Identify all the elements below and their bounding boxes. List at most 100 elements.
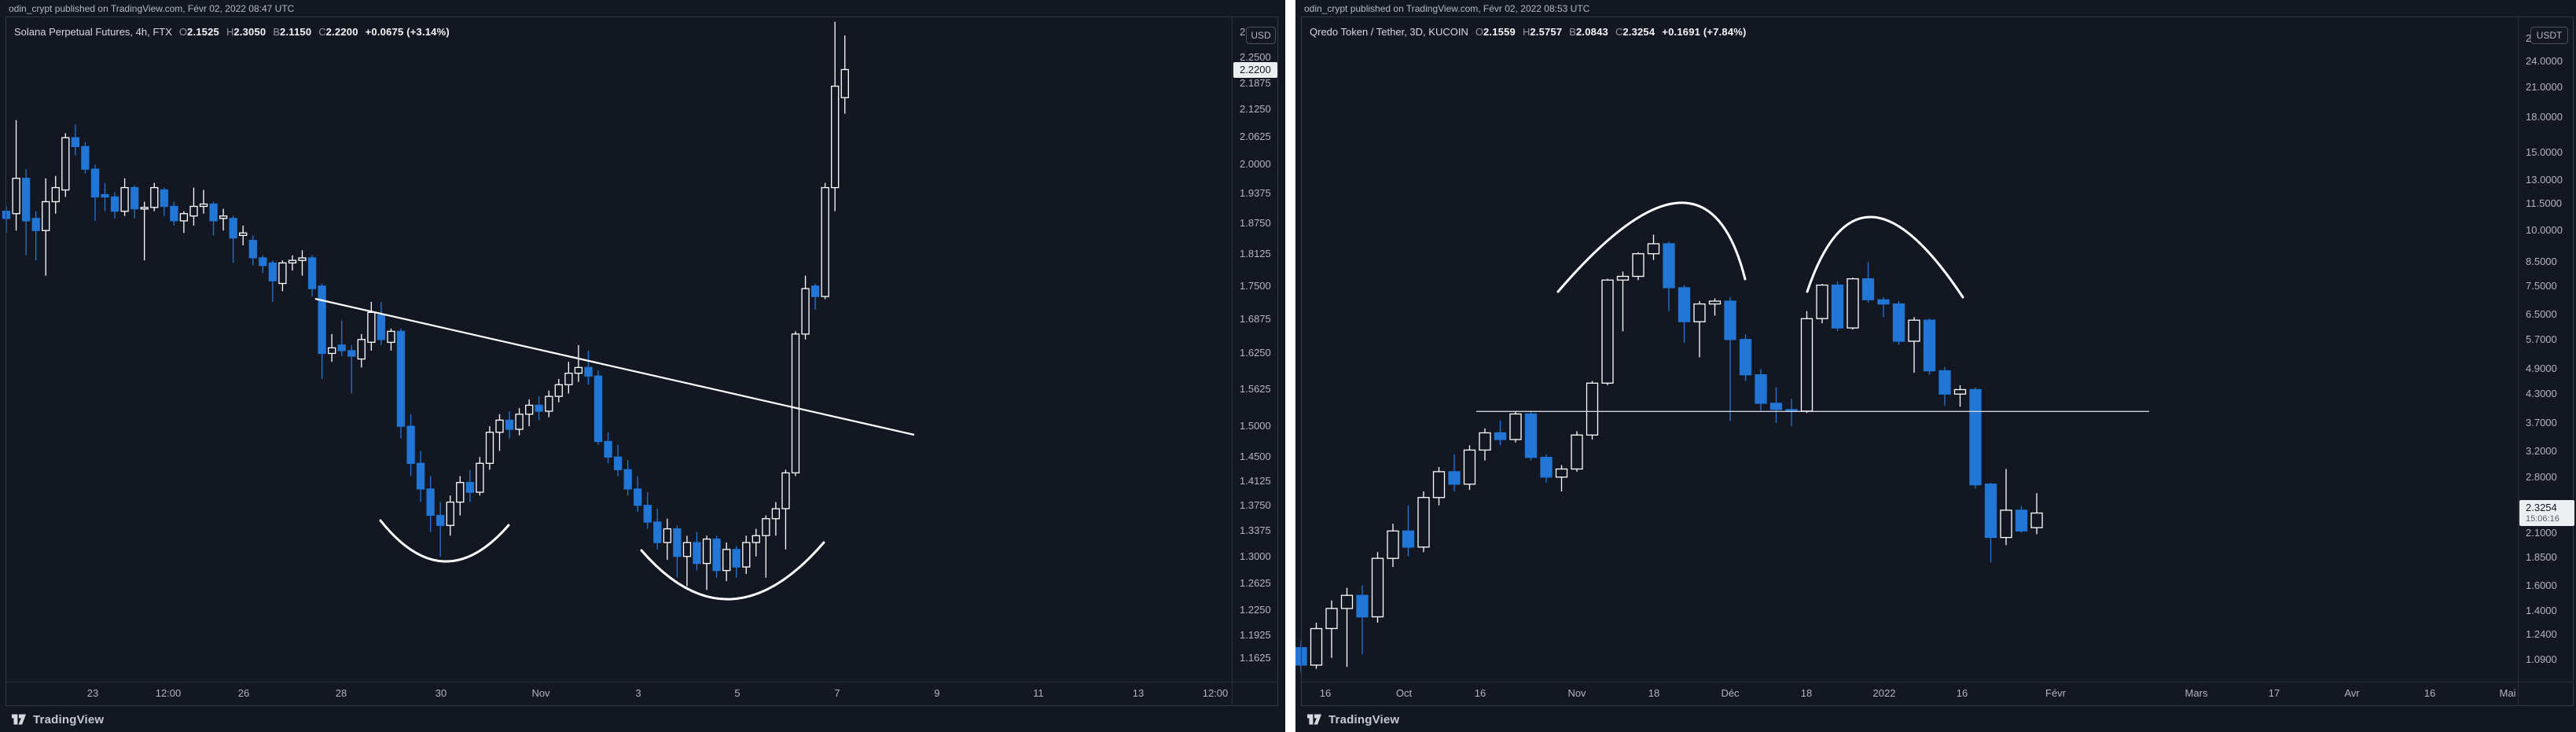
candle [416, 451, 425, 502]
price-tick-label: 15.0000 [2526, 146, 2563, 158]
tradingview-attribution-bar[interactable]: TradingView [1295, 707, 2576, 732]
candle [485, 426, 494, 470]
candle [1816, 284, 1828, 324]
ohlc-key: H [226, 26, 234, 38]
trendline-annotation[interactable] [314, 297, 915, 436]
currency-button[interactable]: USD [1246, 27, 1276, 44]
time-tick-label: 26 [237, 687, 250, 699]
candle [170, 201, 178, 226]
candle [1494, 420, 1507, 446]
candle [810, 283, 820, 310]
time-tick-label: 13 [1132, 687, 1145, 699]
ohlc-value: 2.3254 [1622, 26, 1655, 38]
candle [1724, 296, 1736, 421]
price-tick-label: 1.2250 [1240, 604, 1271, 616]
candle [821, 182, 829, 300]
time-tick-label: Févr [2045, 687, 2066, 699]
price-tick-label: 1.3000 [1240, 550, 1271, 562]
time-tick-label: 9 [934, 687, 940, 699]
symbol-title: Solana Perpetual Futures, 4h, FTX [14, 26, 172, 38]
candle [1601, 278, 1614, 385]
price-tick-label: 3.2000 [2526, 445, 2557, 457]
time-tick-label: 16 [2423, 687, 2436, 699]
arc-annotation[interactable] [1806, 215, 1964, 299]
ohlc-value: 2.2200 [325, 26, 358, 38]
price-tick-label: 1.8750 [1240, 217, 1271, 229]
candle [722, 543, 731, 582]
candle [1861, 262, 1875, 303]
candle [742, 535, 751, 575]
candle [732, 546, 740, 578]
price-tick-label: 5.7000 [2526, 333, 2557, 345]
candle [751, 528, 760, 557]
candle [90, 164, 100, 221]
candle [328, 333, 336, 362]
qredo-candlestick-chart[interactable] [1295, 0, 2518, 708]
candle [51, 175, 60, 214]
arc-annotation[interactable] [379, 519, 510, 563]
candle [831, 21, 840, 212]
candle [1708, 298, 1722, 316]
candle [1663, 241, 1675, 311]
candle [21, 169, 31, 256]
qredo-chart-pane: odin_crypt published on TradingView.com,… [1295, 0, 2576, 732]
candle [209, 201, 218, 236]
price-tick-label: 1.7500 [1240, 280, 1271, 292]
time-tick-label: Déc [1721, 687, 1740, 699]
price-tick-label: 8.5000 [2526, 256, 2557, 267]
arc-annotation[interactable] [1556, 201, 1747, 293]
candle [2015, 506, 2028, 533]
time-tick-label: 3 [635, 687, 641, 699]
candle [1647, 234, 1660, 260]
chart-legend[interactable]: Solana Perpetual Futures, 4h, FTX O2.1525… [14, 25, 450, 39]
price-tick-label: 2.0000 [1240, 158, 1271, 170]
time-tick-label: Avr [2344, 687, 2360, 699]
time-axis[interactable]: 23 12:00 26 28 30 Nov 3 5 7 9 11 13 12:00 [0, 682, 1285, 706]
time-tick-label: Nov [531, 687, 550, 699]
ohlc-value: 2.1150 [280, 26, 312, 38]
price-tick-label: 21.0000 [2526, 81, 2563, 93]
candle [1555, 465, 1568, 491]
tradingview-attribution-bar[interactable]: TradingView [0, 707, 1285, 732]
candle [1938, 366, 1951, 406]
candle [663, 518, 672, 561]
candle [406, 414, 415, 476]
candle [1632, 252, 1644, 281]
candle [12, 120, 20, 231]
time-axis[interactable]: 16 Oct 16 Nov 18 Déc 18 2022 16 Févr Mars 17 Avr 16 Ma… [1295, 682, 2576, 706]
candle [1984, 482, 1997, 563]
candle [554, 379, 563, 403]
solana-chart-pane: odin_crypt published on TradingView.com,… [0, 0, 1285, 732]
candle [248, 235, 257, 266]
bar-countdown: 15:06:16 [2526, 514, 2559, 524]
price-axis[interactable]: 2.31252.25002.18752.12502.06252.00001.93… [1232, 17, 1279, 682]
candle [446, 495, 454, 536]
candle [1785, 399, 1798, 427]
candle [61, 133, 70, 197]
candle [1325, 600, 1338, 658]
currency-button[interactable]: USDT [2530, 27, 2568, 44]
candle [1616, 271, 1630, 332]
candle [1417, 491, 1430, 553]
candle [634, 476, 642, 513]
ohlc-key: B [1569, 26, 1576, 38]
arc-annotation[interactable] [640, 541, 825, 601]
tradingview-wordmark: TradingView [33, 712, 105, 726]
solana-candlestick-chart[interactable] [0, 0, 1232, 708]
candle [1509, 411, 1522, 443]
candle [307, 255, 317, 297]
candle [2030, 493, 2043, 535]
last-price-value: 2.2200 [1240, 64, 1271, 75]
time-tick-label: 16 [1319, 687, 1332, 699]
price-tick-label: 1.5625 [1240, 383, 1271, 395]
candle [593, 370, 603, 445]
candle [199, 189, 208, 214]
candle [1769, 387, 1783, 424]
ohlc-key: C [1615, 26, 1623, 38]
candle [387, 328, 395, 351]
time-tick-label: 28 [335, 687, 347, 699]
candle [1739, 334, 1752, 381]
chart-legend[interactable]: Qredo Token / Tether, 3D, KUCOIN O2.1559 H… [1310, 25, 1747, 39]
price-axis[interactable]: 27.000024.000021.000018.000015.000013.00… [2518, 17, 2576, 682]
